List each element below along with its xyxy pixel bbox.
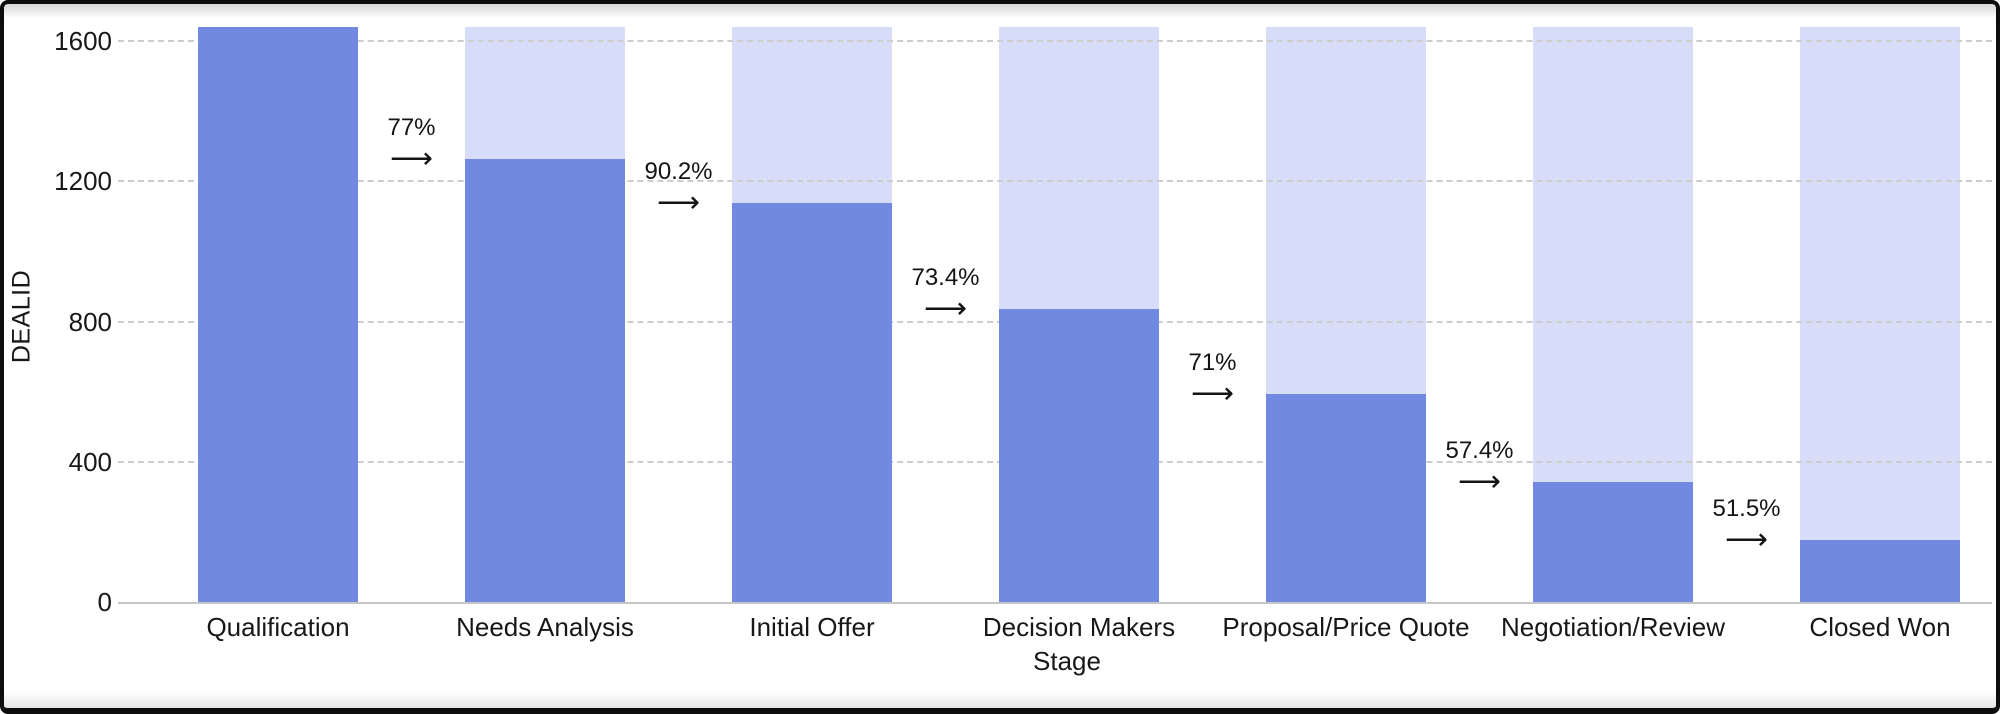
bar-initial-offer[interactable]	[732, 202, 892, 602]
gridline-1200	[118, 180, 1992, 183]
bar-needs-analysis[interactable]	[465, 159, 625, 602]
x-tick-label-negotiation-review: Negotiation/Review	[1500, 612, 1725, 642]
y-tick-label-0: 0	[97, 587, 112, 617]
conversion-rate-label: 51.5%	[1712, 495, 1781, 523]
x-tick-label-closed-won: Closed Won	[1809, 612, 1951, 642]
y-tick-label-1200: 1200	[54, 166, 112, 197]
conversion-annotation-5: 57.4% ⟶	[1445, 437, 1513, 497]
right-arrow-icon: ⟶	[389, 142, 434, 176]
conversion-annotation-4: 71% ⟶	[1188, 349, 1236, 409]
y-tick-label-400: 400	[68, 446, 112, 477]
gridline-1600	[118, 40, 1992, 43]
x-tick-label-needs-analysis: Needs Analysis	[456, 612, 634, 642]
frame-bottom-shadow	[4, 692, 1996, 708]
bar-decision-makers[interactable]	[999, 308, 1159, 602]
frame-top-shadow	[4, 4, 1996, 18]
conversion-rate-label: 57.4%	[1445, 437, 1514, 465]
conversion-annotation-6: 51.5% ⟶	[1712, 495, 1780, 555]
conversion-annotation-2: 90.2% ⟶	[644, 158, 712, 218]
x-tick-label-proposal-price-quote: Proposal/Price Quote	[1222, 612, 1470, 642]
conversion-annotation-1: 77% ⟶	[387, 114, 435, 174]
right-arrow-icon: ⟶	[923, 291, 967, 325]
right-arrow-icon: ⟶	[1724, 523, 1768, 557]
conversion-rate-label: 90.2%	[644, 157, 713, 185]
bar-qualification[interactable]	[198, 27, 358, 602]
y-tick-label-1600: 1600	[54, 26, 112, 57]
right-arrow-icon: ⟶	[1190, 376, 1235, 410]
bar-closed-won[interactable]	[1800, 540, 1960, 602]
conversion-annotation-3: 73.4% ⟶	[911, 264, 979, 324]
y-tick-label-800: 800	[68, 306, 112, 337]
bar-background-closed-won	[1800, 27, 1960, 602]
conversion-rate-label: 73.4%	[911, 263, 980, 291]
bar-negotiation-review[interactable]	[1533, 482, 1693, 602]
conversion-rate-label: 77%	[387, 114, 436, 142]
right-arrow-icon: ⟶	[1457, 465, 1501, 499]
conversion-rate-label: 71%	[1188, 348, 1237, 376]
right-arrow-icon: ⟶	[656, 185, 700, 219]
plot-area: 77% ⟶ 90.2% ⟶ 73.4% ⟶ 71% ⟶ 57.4% ⟶ 51.5% ⟶	[118, 27, 1992, 604]
x-axis-line	[118, 602, 1992, 604]
x-axis-title: Stage	[1033, 646, 1101, 676]
x-tick-label-initial-offer: Initial Offer	[749, 612, 875, 642]
x-tick-label-decision-makers: Decision Makers	[982, 612, 1176, 642]
x-tick-label-qualification: Qualification	[206, 612, 350, 642]
bar-proposal-price-quote[interactable]	[1266, 393, 1426, 602]
